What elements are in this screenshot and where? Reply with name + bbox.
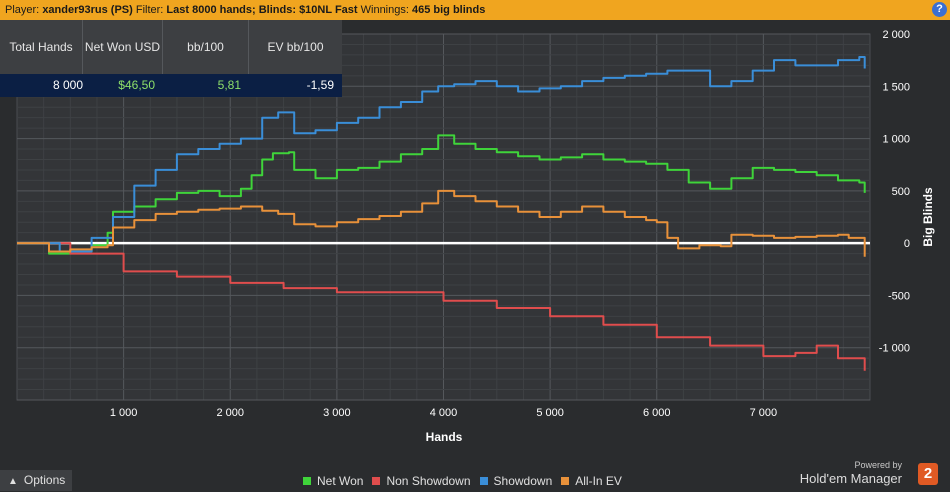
stats-value-ev-bb100: -1,59 — [306, 78, 334, 92]
y-tick-label: -500 — [888, 290, 910, 302]
y-tick-label: 2 000 — [882, 29, 910, 41]
legend-swatch — [561, 476, 570, 485]
stats-table: Total Hands Net Won USD bb/100 EV bb/100… — [0, 20, 342, 97]
x-tick-label: 7 000 — [750, 407, 778, 419]
stats-value-bb100: 5,81 — [217, 78, 241, 92]
stats-value-row: 8 000 $46,50 5,81 -1,59 — [0, 74, 342, 97]
options-button[interactable]: ▲ Options — [0, 470, 72, 491]
stats-header-net-won: Net Won USD — [83, 20, 163, 74]
x-axis-label: Hands — [426, 430, 463, 444]
options-label: Options — [23, 473, 66, 487]
y-tick-label: -1 000 — [879, 343, 910, 355]
legend-label: All-In EV — [575, 473, 622, 488]
y-tick-label: 1 500 — [882, 81, 910, 93]
filter-summary-bar: Player: xander93rus (PS) Filter: Last 80… — [0, 0, 950, 20]
stats-header-row: Total Hands Net Won USD bb/100 EV bb/100 — [0, 20, 342, 74]
brand-logo-icon: 2 — [918, 463, 938, 485]
chevron-up-icon: ▲ — [8, 476, 18, 487]
y-axis-label: Big Blinds — [921, 187, 935, 247]
filter-value: Last 8000 hands; Blinds: $10NL Fast — [166, 4, 358, 16]
x-tick-label: 2 000 — [216, 407, 244, 419]
series-line-all-in-ev — [17, 189, 866, 257]
x-tick-label: 3 000 — [323, 407, 351, 419]
y-tick-label: 0 — [904, 238, 910, 250]
x-tick-label: 1 000 — [110, 407, 138, 419]
legend-item-showdown[interactable]: Showdown — [479, 473, 553, 488]
legend-item-all-in-ev[interactable]: All-In EV — [561, 474, 622, 488]
legend-item-net-won[interactable]: Net Won — [303, 474, 363, 488]
x-tick-label: 5 000 — [536, 407, 564, 419]
stats-header-bb100: bb/100 — [163, 20, 249, 74]
x-axis-ticks: 1 000 2 000 3 000 4 000 5 000 6 000 7 000 — [110, 407, 777, 419]
y-axis-ticks: 2 000 1 500 1 000 500 0 -500 -1 000 — [879, 29, 910, 355]
stats-header-total-hands: Total Hands — [0, 20, 83, 74]
stats-value-total-hands: 8 000 — [52, 78, 83, 92]
legend-label: Net Won — [317, 473, 364, 488]
x-tick-label: 4 000 — [430, 407, 458, 419]
chart-legend: Net Won Non Showdown Showdown All-In EV — [303, 470, 631, 491]
x-tick-label: 6 000 — [643, 407, 671, 419]
powered-by-label: Powered by — [854, 460, 902, 470]
help-icon[interactable]: ? — [932, 2, 947, 17]
y-tick-label: 500 — [892, 186, 910, 198]
stats-value-net-won: $46,50 — [118, 78, 155, 92]
y-tick-label: 1 000 — [882, 134, 910, 146]
legend-label: Showdown — [493, 473, 553, 488]
filter-label: Filter: — [135, 4, 164, 16]
series-line-non-showdown — [17, 242, 866, 371]
player-value: xander93rus (PS) — [42, 4, 133, 16]
legend-swatch — [303, 476, 311, 485]
player-label: Player: — [5, 4, 40, 16]
series-line-net-won — [17, 134, 866, 255]
series-line-showdown — [17, 56, 866, 253]
legend-swatch — [372, 476, 381, 485]
winnings-value: 465 big blinds — [411, 4, 486, 16]
series-lines — [17, 56, 866, 371]
legend-item-non-showdown[interactable]: Non Showdown — [372, 473, 471, 488]
brand-logo: Powered by Hold'em Manager 2 — [800, 460, 940, 490]
bottom-bar: ▲ Options Net Won Non Showdown Showdown A… — [0, 470, 950, 491]
brand-name: Hold'em Manager — [799, 471, 902, 486]
legend-label: Non Showdown — [386, 473, 471, 488]
stats-header-ev-bb100: EV bb/100 — [267, 39, 324, 54]
legend-swatch — [479, 476, 488, 485]
winnings-label: Winnings: — [360, 4, 409, 16]
